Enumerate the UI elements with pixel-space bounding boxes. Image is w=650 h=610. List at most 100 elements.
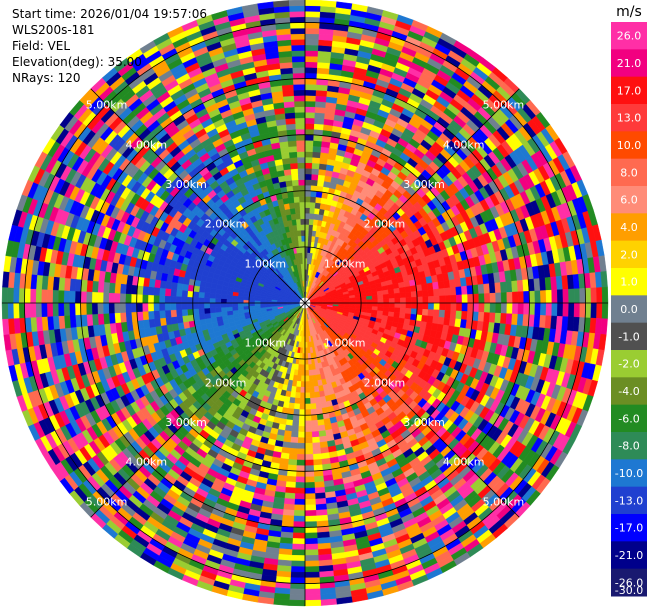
velocity-cell: [433, 288, 440, 297]
velocity-cell: [237, 302, 244, 307]
velocity-cell: [314, 486, 326, 494]
velocity-cell: [125, 293, 132, 304]
velocity-cell: [108, 292, 115, 304]
velocity-cell: [427, 309, 435, 317]
velocity-cell: [433, 302, 440, 311]
velocity-cell: [311, 162, 320, 170]
velocity-cell: [317, 537, 331, 545]
velocity-cell: [540, 302, 547, 316]
velocity-cell: [176, 315, 184, 324]
velocity-cell: [360, 299, 367, 304]
velocity-cell: [297, 431, 306, 438]
velocity-cell: [511, 313, 519, 326]
velocity-cell: [290, 162, 299, 170]
velocity-cell: [304, 493, 316, 500]
velocity-cell: [311, 173, 319, 181]
velocity-cell: [377, 302, 384, 308]
velocity-cell: [296, 145, 306, 152]
velocity-cell: [399, 307, 407, 314]
velocity-cell: [69, 314, 77, 328]
velocity-cell: [539, 277, 547, 291]
velocity-cell: [297, 168, 306, 175]
velocity-cell: [209, 307, 216, 314]
velocity-cell: [186, 302, 194, 310]
velocity-cell: [192, 291, 200, 298]
velocity-cell: [304, 229, 310, 237]
velocity-cell: [416, 296, 424, 304]
velocity-cell: [456, 294, 463, 304]
velocity-cell: [517, 291, 525, 304]
velocity-cell: [296, 448, 306, 455]
velocity-cell: [304, 386, 310, 394]
velocity-cell: [314, 112, 326, 120]
velocity-cell: [511, 280, 519, 293]
velocity-cell: [80, 302, 87, 315]
velocity-cell: [444, 310, 451, 319]
velocity-cell: [307, 358, 312, 365]
velocity-cell: [192, 302, 199, 310]
velocity-cell: [488, 282, 496, 294]
velocity-cell: [533, 314, 541, 328]
velocity-cell: [317, 174, 326, 182]
velocity-cell: [283, 168, 292, 176]
velocity-cell: [226, 298, 233, 304]
velocity-cell: [293, 408, 300, 416]
velocity-cell: [304, 498, 316, 506]
velocity-cell: [293, 89, 306, 96]
velocity-cell: [287, 140, 298, 147]
velocity-cell: [142, 285, 149, 296]
velocity-cell: [300, 375, 306, 382]
velocity-cell: [317, 424, 326, 432]
velocity-cell: [282, 509, 295, 517]
velocity-cell: [294, 111, 306, 119]
velocity-cell: [298, 414, 306, 422]
velocity-cell: [119, 283, 127, 294]
velocity-cell: [295, 482, 306, 489]
velocity-cell: [165, 316, 173, 326]
velocity-cell: [528, 302, 536, 316]
velocity-cell: [394, 307, 401, 314]
velocity-cell: [198, 291, 205, 298]
velocity-cell: [159, 287, 166, 296]
velocity-cell: [405, 297, 412, 304]
velocity-cell: [209, 297, 216, 304]
velocity-cell: [292, 538, 306, 545]
velocity-cell: [142, 310, 149, 321]
velocity-cell: [461, 302, 468, 312]
velocity-cell: [282, 89, 295, 97]
velocity-cell: [304, 482, 315, 489]
velocity-cell: [304, 140, 314, 147]
velocity-cell: [290, 168, 299, 175]
velocity-cell: [308, 380, 315, 388]
velocity-cell: [505, 281, 513, 293]
velocity-cell: [371, 295, 379, 300]
velocity-cell: [231, 306, 239, 311]
velocity-cell: [410, 291, 418, 298]
velocity-cell: [147, 310, 155, 320]
velocity-cell: [187, 308, 194, 316]
velocity-cell: [304, 123, 315, 130]
velocity-cell: [533, 278, 541, 292]
velocity-cell: [304, 398, 311, 405]
velocity-cell: [382, 293, 390, 300]
velocity-cell: [248, 305, 256, 310]
velocity-cell: [304, 111, 316, 119]
velocity-cell: [426, 282, 434, 291]
velocity-cell: [221, 310, 228, 317]
velocity-cell: [411, 302, 418, 310]
velocity-cell: [113, 292, 121, 304]
velocity-cell: [243, 302, 250, 307]
velocity-cell: [288, 196, 295, 204]
velocity-cell: [102, 302, 110, 314]
velocity-cell: [304, 409, 312, 416]
velocity-cell: [387, 288, 395, 295]
velocity-cell: [289, 207, 296, 215]
velocity-cell: [304, 61, 318, 68]
velocity-cell: [300, 224, 306, 231]
velocity-cell: [282, 435, 292, 443]
velocity-cell: [304, 95, 317, 102]
velocity-cell: [192, 308, 200, 315]
velocity-cell: [292, 526, 306, 534]
velocity-cell: [304, 106, 316, 113]
velocity-cell: [422, 302, 429, 310]
